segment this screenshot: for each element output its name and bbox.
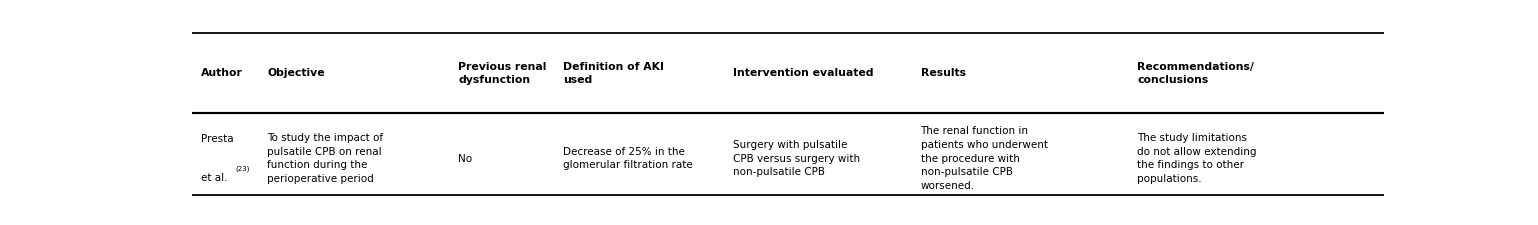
Text: Decrease of 25% in the
glomerular filtration rate: Decrease of 25% in the glomerular filtra… — [563, 146, 692, 170]
Text: Recommendations/
conclusions: Recommendations/ conclusions — [1138, 62, 1255, 84]
Text: Presta: Presta — [200, 134, 234, 144]
Text: (23): (23) — [235, 165, 249, 171]
Text: Intervention evaluated: Intervention evaluated — [734, 68, 874, 78]
Text: Objective: Objective — [268, 68, 325, 78]
Text: Previous renal
dysfunction: Previous renal dysfunction — [458, 62, 546, 84]
Text: Surgery with pulsatile
CPB versus surgery with
non-pulsatile CPB: Surgery with pulsatile CPB versus surger… — [734, 139, 861, 176]
Text: No: No — [458, 153, 472, 163]
Text: Results: Results — [921, 68, 966, 78]
Text: The renal function in
patients who underwent
the procedure with
non-pulsatile CP: The renal function in patients who under… — [921, 126, 1047, 190]
Text: et al.: et al. — [200, 172, 228, 182]
Text: Author: Author — [200, 68, 243, 78]
Text: The study limitations
do not allow extending
the findings to other
populations.: The study limitations do not allow exten… — [1138, 133, 1257, 183]
Text: Definition of AKI
used: Definition of AKI used — [563, 62, 664, 84]
Text: To study the impact of
pulsatile CPB on renal
function during the
perioperative : To study the impact of pulsatile CPB on … — [268, 133, 383, 183]
